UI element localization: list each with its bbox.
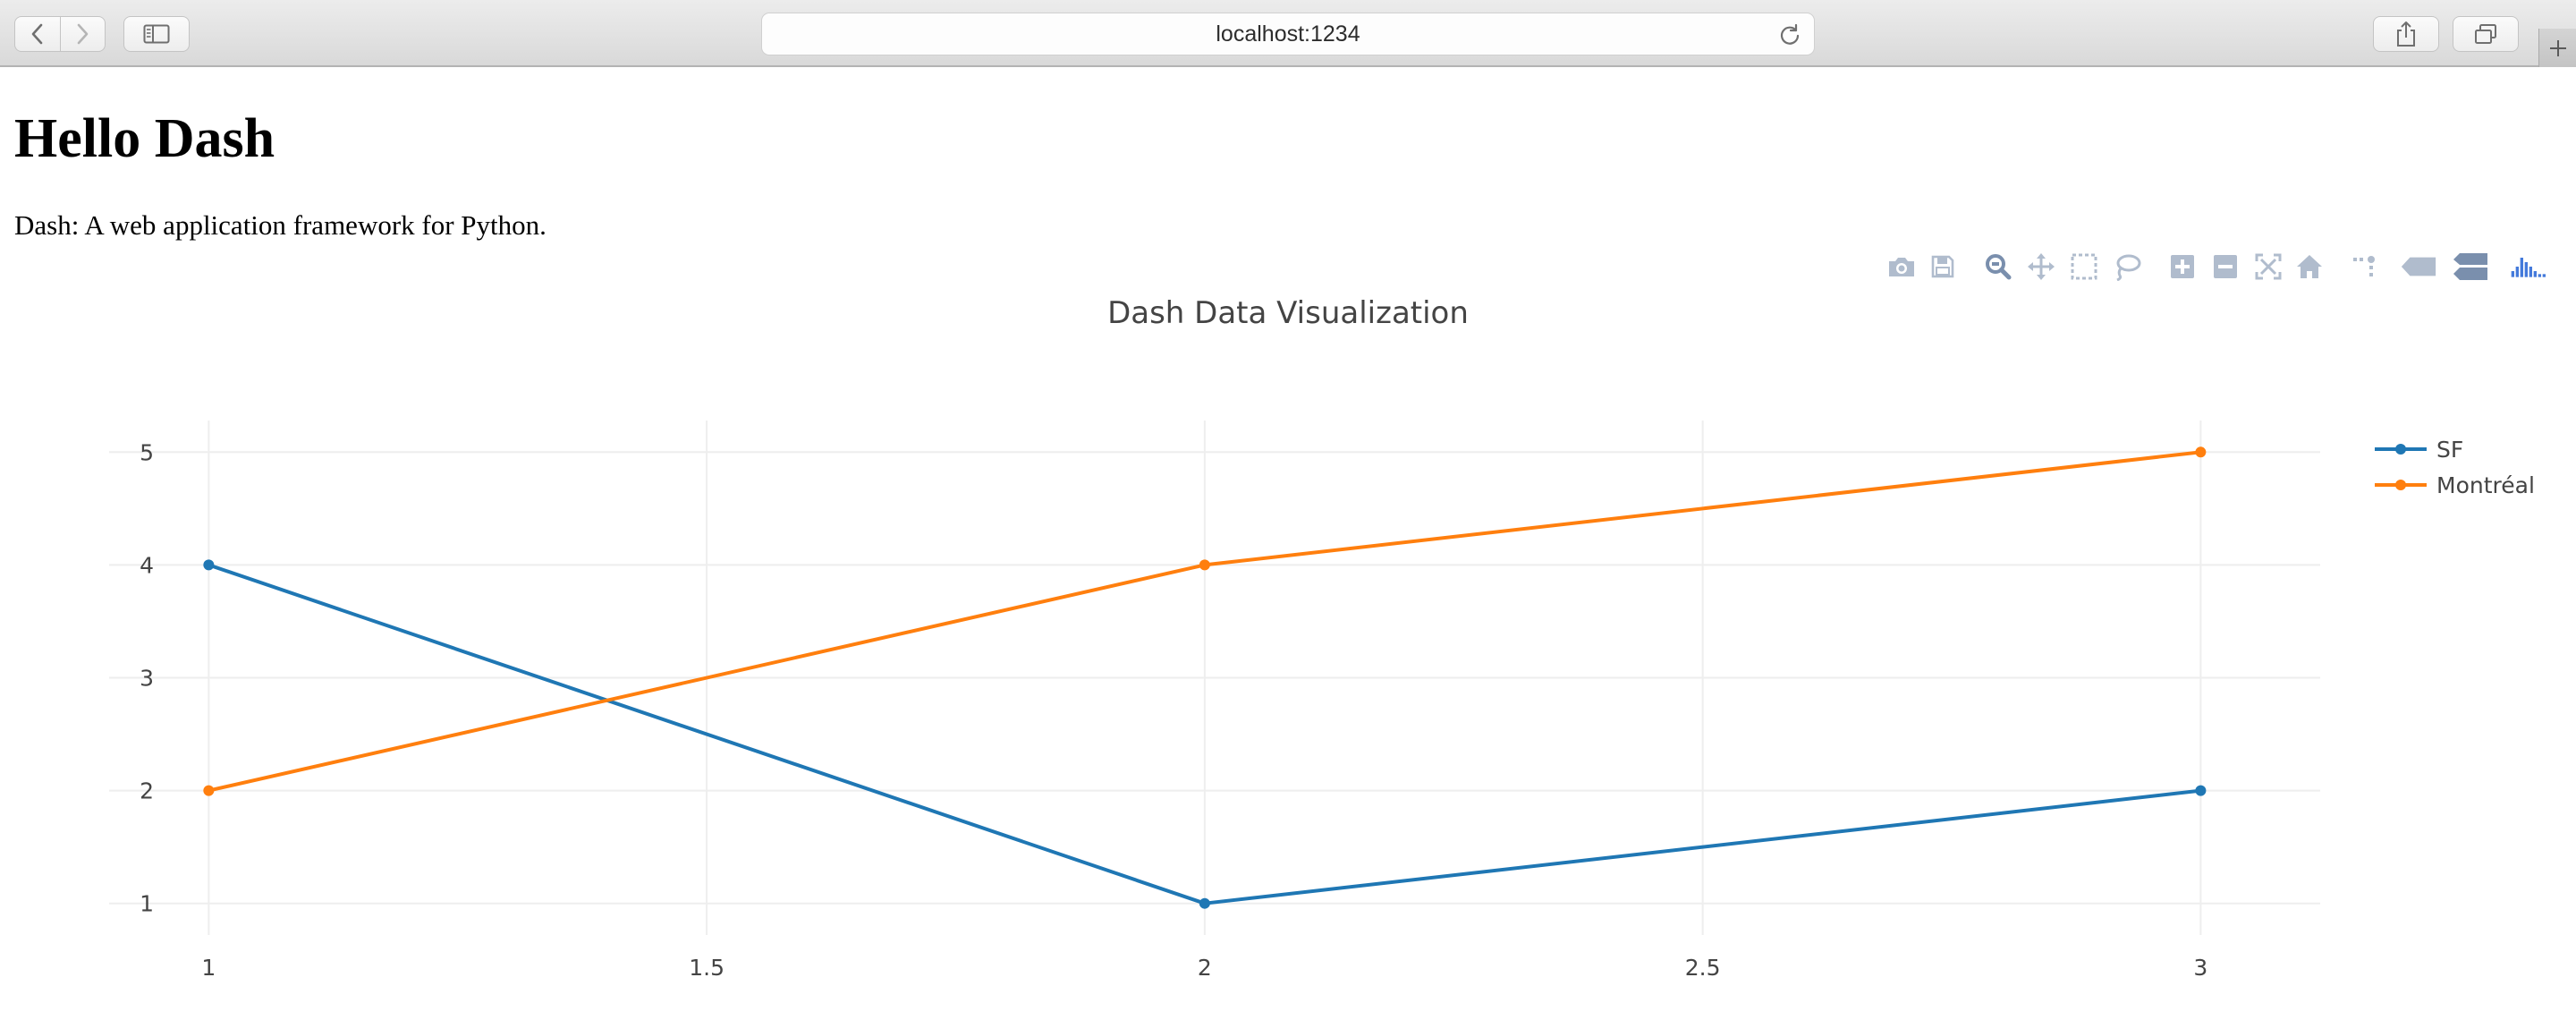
data-point[interactable] (203, 559, 215, 571)
ticks-layer: 1 1.5 2 2.5 3 1 2 3 4 5 (140, 439, 2207, 981)
nav-button-group (14, 16, 106, 52)
save-icon (1931, 255, 1954, 278)
autoscale-button[interactable] (2250, 249, 2286, 285)
page-subtitle: Dash: A web application framework for Py… (14, 209, 547, 241)
data-point[interactable] (2195, 446, 2207, 458)
url-text: localhost:1234 (1216, 21, 1360, 47)
plot-modebar (1878, 249, 2567, 285)
download-png-button[interactable] (1884, 249, 1919, 285)
reset-axes-button[interactable] (2292, 249, 2327, 285)
zoom-icon (1986, 254, 2012, 280)
grid-layer (109, 421, 2320, 935)
legend-item[interactable]: SF (2375, 437, 2463, 463)
zoom-in-icon (2171, 255, 2194, 278)
lasso-select-button[interactable] (2109, 249, 2145, 285)
series-1 (203, 446, 2207, 796)
chart-title: Dash Data Visualization (1107, 295, 1469, 331)
sidebar-toggle-button[interactable] (123, 16, 190, 52)
camera-icon (1889, 258, 1914, 276)
zoom-in-button[interactable] (2165, 249, 2200, 285)
autoscale-icon (2255, 253, 2282, 280)
save-cloud-button[interactable] (1925, 249, 1961, 285)
legend-label: Montréal (2436, 472, 2535, 498)
reload-icon[interactable] (1778, 23, 1801, 47)
share-button[interactable] (2373, 16, 2439, 52)
plotly-logo-link[interactable] (2510, 249, 2546, 285)
pan-mode-button[interactable] (2023, 249, 2059, 285)
forward-button[interactable] (59, 17, 106, 51)
back-button[interactable] (15, 17, 60, 51)
hover-compare-icon (2453, 253, 2487, 280)
address-bar[interactable]: localhost:1234 (761, 13, 1815, 55)
data-point[interactable] (2195, 785, 2207, 796)
spikelines-icon (2353, 256, 2375, 276)
box-select-button[interactable] (2066, 249, 2102, 285)
y-tick-label: 5 (140, 439, 154, 465)
home-icon (2297, 255, 2322, 278)
legend-item[interactable]: Montréal (2375, 472, 2535, 498)
zoom-out-icon (2214, 255, 2237, 278)
legend-marker (2395, 444, 2406, 455)
x-tick-label: 3 (2193, 955, 2207, 981)
sidebar-icon (143, 24, 170, 44)
new-tab-button[interactable] (2538, 29, 2576, 67)
tabs-icon (2475, 24, 2496, 44)
data-point[interactable] (203, 785, 215, 796)
zoom-mode-button[interactable] (1980, 249, 2016, 285)
chevron-right-icon (77, 23, 89, 45)
box-select-icon (2071, 253, 2097, 280)
series-layer (203, 446, 2207, 909)
chevron-left-icon (31, 23, 43, 45)
pan-icon (2028, 253, 2055, 280)
hover-closest-icon (2401, 257, 2436, 276)
line-chart[interactable]: 1 1.5 2 2.5 3 1 2 3 4 5 Dash Data Visualization S… (0, 277, 2576, 1011)
browser-toolbar: localhost:1234 (0, 0, 2576, 67)
hover-closest-button[interactable] (2401, 249, 2436, 285)
y-tick-label: 1 (140, 891, 154, 917)
plus-icon (2549, 39, 2566, 56)
zoom-out-button[interactable] (2207, 249, 2243, 285)
legend-label: SF (2436, 437, 2463, 463)
legend-marker (2395, 480, 2406, 490)
data-point[interactable] (1199, 897, 1210, 909)
y-tick-label: 2 (140, 778, 154, 804)
spikelines-button[interactable] (2347, 249, 2383, 285)
page-title: Hello Dash (14, 108, 275, 169)
tabs-overview-button[interactable] (2453, 16, 2519, 52)
hover-compare-button[interactable] (2453, 249, 2488, 285)
y-tick-label: 3 (140, 666, 154, 692)
x-tick-label: 2 (1198, 955, 1212, 981)
lasso-select-icon (2116, 254, 2141, 281)
plotly-logo-icon (2511, 258, 2546, 277)
data-point[interactable] (1199, 559, 1210, 571)
x-tick-label: 2.5 (1685, 955, 1721, 981)
chart-legend[interactable]: SF Montréal (2375, 437, 2535, 498)
series-0 (203, 559, 2207, 909)
y-tick-label: 4 (140, 552, 154, 578)
x-tick-label: 1.5 (689, 955, 724, 981)
share-icon (2397, 21, 2415, 47)
x-tick-label: 1 (201, 955, 216, 981)
